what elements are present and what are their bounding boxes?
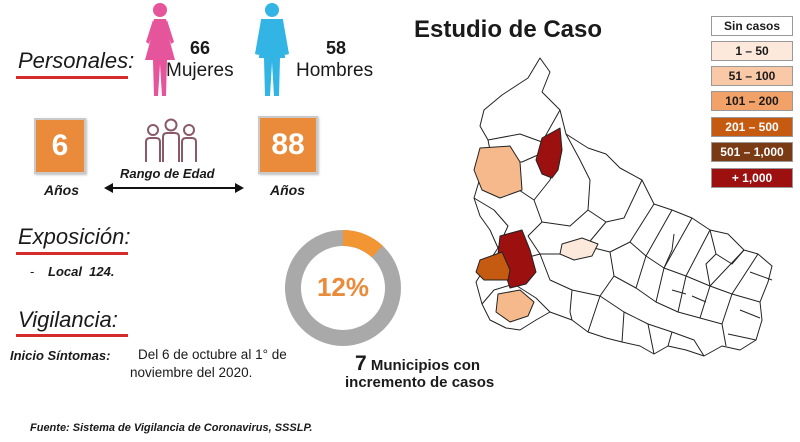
map-region-north [535, 127, 563, 179]
state-map [473, 57, 773, 357]
personales-label: Personales: [18, 48, 135, 73]
vigilancia-label: Vigilancia: [18, 307, 118, 332]
age-max-box: 88 [258, 116, 318, 174]
map-region-south [495, 289, 535, 323]
inicio-sintomas-label: Inicio Síntomas: [10, 348, 111, 363]
legend-item-201-500: 201 – 500 [711, 117, 793, 137]
people-group-icon [145, 118, 197, 162]
map-region-center-west [475, 251, 511, 281]
inicio-sintomas-line1: Del 6 de octubre al 1° de [138, 347, 287, 362]
male-figure-icon [255, 3, 289, 96]
inicio-sintomas-line2: noviembre del 2020. [130, 365, 253, 380]
map-municipal-borders [473, 109, 773, 357]
municipios-line1: 7 Municipios con [355, 352, 480, 376]
female-figure-icon [145, 3, 175, 96]
age-min-unit: Años [44, 182, 79, 198]
donut-fill [285, 230, 401, 346]
female-count: 66 [190, 38, 211, 58]
exposicion-label: Exposición: [18, 224, 131, 249]
map-region-east [559, 237, 599, 261]
legend-item-sin-casos: Sin casos [711, 16, 793, 36]
legend-item-1-50: 1 – 50 [711, 41, 793, 61]
map-region-west [473, 145, 523, 199]
exposicion-underline [16, 252, 128, 255]
legend-item-501-1000: 501 – 1,000 [711, 142, 793, 162]
municipios-text1: Municipios con [370, 357, 481, 374]
exposicion-item: Local 124. [48, 264, 115, 279]
legend-item-101-200: 101 – 200 [711, 91, 793, 111]
legend-item-1000-plus: + 1,000 [711, 168, 793, 188]
donut-percent-label: 12% [316, 272, 370, 302]
fuente: Fuente: Sistema de Vigilancia de Coronav… [30, 422, 313, 434]
map-outline [473, 57, 773, 357]
page-title: Estudio de Caso [414, 16, 603, 43]
age-range-arrow [104, 183, 244, 193]
exposicion-bullet: - [30, 264, 35, 279]
male-count: 58 [326, 38, 347, 58]
personales-underline [16, 76, 128, 79]
age-min-box: 6 [34, 118, 86, 174]
female-label: Mujeres [166, 60, 234, 81]
male-label: Hombres [296, 60, 374, 81]
vigilancia-underline [16, 334, 128, 337]
age-max-unit: Años [270, 182, 305, 198]
percent-donut [285, 230, 401, 346]
municipios-count: 7 [355, 352, 367, 375]
age-range-label: Rango de Edad [120, 166, 215, 181]
legend-item-51-100: 51 – 100 [711, 66, 793, 86]
municipios-line2: incremento de casos [345, 374, 495, 391]
